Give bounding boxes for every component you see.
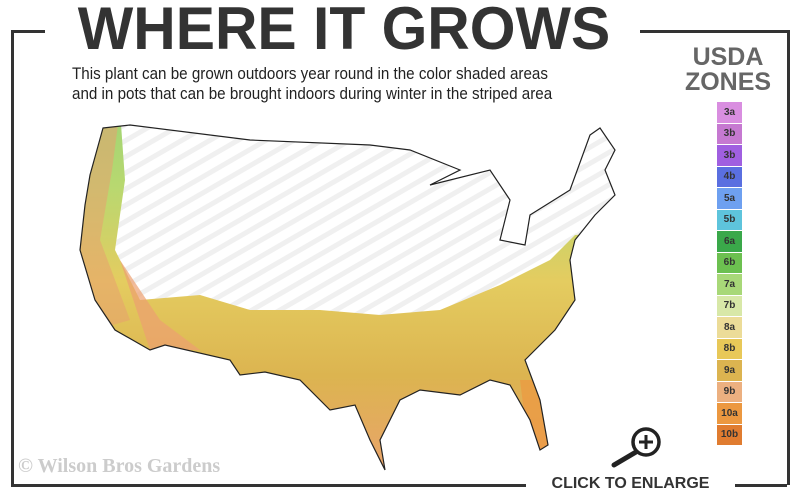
legend-zone-8a: 8a <box>717 317 742 339</box>
click-to-enlarge-button[interactable]: CLICK TO ENLARGE <box>551 475 710 492</box>
subtitle-line: This plant can be grown outdoors year ro… <box>72 65 548 83</box>
legend-zone-3a: 3a <box>717 102 742 124</box>
legend-zone-3b: 3b <box>717 145 742 167</box>
legend-zone-5a: 5a <box>717 188 742 210</box>
page-title: WHERE IT GROWS <box>77 0 611 62</box>
legend-zone-7b: 7b <box>717 295 742 317</box>
copyright-watermark: © Wilson Bros Gardens <box>18 455 221 477</box>
subtitle: This plant can be grown outdoors year ro… <box>72 64 552 104</box>
legend-title-line: ZONES <box>684 68 772 96</box>
legend-zone-3b: 3b <box>717 123 742 145</box>
legend-zone-5b: 5b <box>717 209 742 231</box>
frame-line <box>640 30 787 33</box>
zone-legend: 3a 3b 3b 4b 5a 5b 6a 6b 7a 7b 8a 8b 9a 9b 10a 10b <box>717 102 742 446</box>
legend-title-line: USDA <box>692 43 764 71</box>
frame <box>11 30 790 485</box>
legend-zone-6a: 6a <box>717 231 742 253</box>
frame-line <box>11 484 526 487</box>
zoom-in-icon[interactable] <box>608 425 664 469</box>
frame-line <box>11 30 45 33</box>
legend-title: USDA ZONES <box>682 45 774 95</box>
legend-zone-9a: 9a <box>717 360 742 382</box>
legend-zone-4b: 4b <box>717 166 742 188</box>
legend-zone-7a: 7a <box>717 274 742 296</box>
subtitle-line: and in pots that can be brought indoors … <box>72 85 553 103</box>
legend-zone-8b: 8b <box>717 338 742 360</box>
legend-zone-9b: 9b <box>717 381 742 403</box>
frame-line <box>735 484 787 487</box>
legend-zone-10b: 10b <box>717 424 742 446</box>
legend-zone-6b: 6b <box>717 252 742 274</box>
legend-zone-10a: 10a <box>717 403 742 425</box>
